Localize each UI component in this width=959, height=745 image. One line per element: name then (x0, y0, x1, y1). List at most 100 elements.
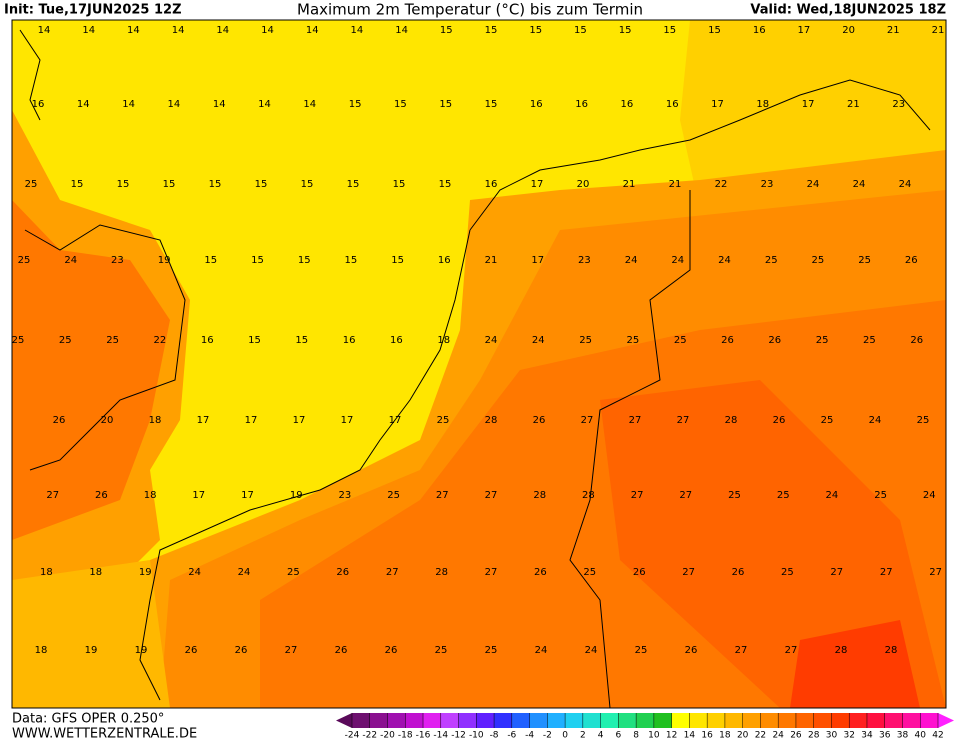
colorbar-label: 0 (562, 731, 568, 741)
temperature-label: 15 (255, 179, 268, 190)
temperature-label: 28 (533, 490, 546, 501)
temperature-label: 15 (71, 179, 84, 190)
temperature-label: 18 (144, 490, 157, 501)
temperature-label: 19 (135, 645, 148, 656)
colorbar-label: 18 (719, 731, 731, 741)
temperature-label: 17 (341, 415, 354, 426)
colorbar-label: 8 (633, 731, 639, 741)
temperature-label: 21 (887, 25, 900, 36)
temperature-label: 16 (575, 99, 588, 110)
colorbar-box (742, 713, 761, 728)
temperature-label: 21 (669, 179, 682, 190)
coastline (24, 224, 186, 471)
temperature-label: 27 (485, 490, 498, 501)
temperature-label: 15 (251, 255, 264, 266)
colorbar-box (494, 713, 513, 728)
temperature-label: 26 (905, 255, 918, 266)
temperature-label: 15 (440, 25, 453, 36)
temperature-label: 18 (756, 99, 769, 110)
temperature-label: 27 (677, 415, 690, 426)
temperature-label: 20 (842, 25, 855, 36)
colorbar-label: 36 (879, 731, 891, 741)
temperature-label: 27 (785, 645, 798, 656)
temperature-label: 17 (531, 255, 544, 266)
zone (12, 200, 170, 540)
temperature-label: 27 (285, 645, 298, 656)
temperature-label: 16 (390, 335, 403, 346)
temperature-label: 25 (437, 415, 450, 426)
temperature-label: 25 (874, 490, 887, 501)
temperature-label: 15 (295, 335, 308, 346)
colorbar-box (813, 713, 832, 728)
temperature-label: 15 (485, 25, 498, 36)
temperature-label: 24 (923, 490, 936, 501)
website: WWW.WETTERZENTRALE.DE (12, 727, 197, 742)
temperature-label: 14 (127, 25, 140, 36)
temperature-label: 25 (765, 255, 778, 266)
temperature-label: 25 (25, 179, 38, 190)
colorbar-label: 24 (772, 731, 784, 741)
map-title: Maximum 2m Temperatur (°C) bis zum Termi… (297, 1, 643, 19)
colorbar-label: 14 (684, 731, 696, 741)
temperature-label: 25 (59, 335, 72, 346)
temperature-label: 27 (830, 567, 843, 578)
temperature-label: 24 (899, 179, 912, 190)
colorbar-box (600, 713, 619, 728)
temperature-label: 25 (635, 645, 648, 656)
temperature-label: 28 (485, 415, 498, 426)
temperature-label: 23 (892, 99, 905, 110)
temperature-label: 26 (633, 567, 646, 578)
colorbar-box (565, 713, 584, 728)
temperature-label: 15 (619, 25, 632, 36)
colorbar-arrow (336, 713, 352, 728)
colorbar-box (369, 713, 389, 728)
temperature-label: 25 (583, 567, 596, 578)
temperature-label: 25 (674, 335, 687, 346)
temperature-label: 25 (781, 567, 794, 578)
temperature-label: 15 (574, 25, 587, 36)
temperature-label: 22 (715, 179, 728, 190)
temperature-label: 25 (287, 567, 300, 578)
colorbar-label: -12 (451, 731, 466, 741)
temperature-label: 15 (439, 179, 452, 190)
temperature-label: 15 (439, 99, 452, 110)
colorbar-label: -4 (525, 731, 534, 741)
temperature-label: 15 (209, 179, 222, 190)
temperature-label: 27 (436, 490, 449, 501)
colorbar-label: 16 (701, 731, 713, 741)
colorbar-box (547, 713, 566, 728)
temperature-label: 24 (188, 567, 201, 578)
temperature-label: 26 (768, 335, 781, 346)
temperature-label: 26 (910, 335, 923, 346)
temperature-label: 25 (812, 255, 825, 266)
data-source: Data: GFS OPER 0.250° (12, 712, 164, 727)
colorbar-label: 4 (598, 731, 604, 741)
valid-time: Valid: Wed,18JUN2025 18Z (750, 3, 946, 18)
temperature-label: 19 (290, 490, 303, 501)
temperature-label: 14 (351, 25, 364, 36)
temperature-label: 21 (485, 255, 498, 266)
temperature-label: 21 (932, 25, 945, 36)
colorbar-box (671, 713, 690, 728)
temperature-label: 24 (869, 415, 882, 426)
temperature-label: 15 (708, 25, 721, 36)
zone (12, 560, 170, 708)
temperature-label: 27 (386, 567, 399, 578)
temperature-label: 27 (735, 645, 748, 656)
temperature-label: 22 (154, 335, 167, 346)
temperature-label: 27 (46, 490, 59, 501)
colorbar-box (849, 713, 868, 728)
temperature-label: 24 (718, 255, 731, 266)
temperature-label: 14 (303, 99, 316, 110)
temperature-label: 18 (149, 415, 162, 426)
temperature-label: 17 (241, 490, 254, 501)
colorbar-box (707, 713, 726, 728)
temperature-label: 25 (917, 415, 930, 426)
temperature-label: 19 (158, 255, 171, 266)
colorbar-label: 2 (580, 731, 586, 741)
temperature-label: 15 (349, 99, 362, 110)
temperature-label: 15 (117, 179, 130, 190)
temperature-label: 15 (345, 255, 358, 266)
temperature-label: 16 (32, 99, 45, 110)
